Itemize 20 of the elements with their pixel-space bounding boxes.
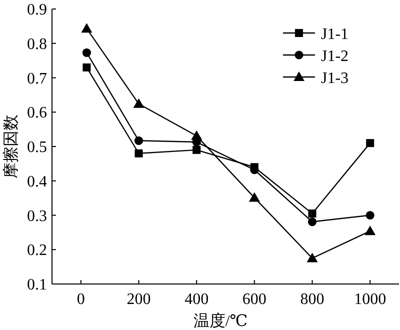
y-tick-label: 0.3 bbox=[27, 208, 47, 225]
x-tick-label: 800 bbox=[300, 291, 324, 308]
y-tick-label: 0.9 bbox=[27, 2, 47, 18]
y-tick-label: 0.2 bbox=[27, 242, 47, 260]
x-tick-label: 0 bbox=[76, 291, 85, 308]
x-tick-label: 600 bbox=[242, 291, 266, 308]
legend-label: J1-3 bbox=[321, 70, 349, 87]
y-tick-label: 0.6 bbox=[27, 104, 47, 122]
y-tick-label: 0.7 bbox=[27, 70, 47, 88]
x-tick-label: 1000 bbox=[354, 291, 386, 308]
x-axis-title: 温度/℃ bbox=[193, 312, 248, 330]
legend-label: J1-1 bbox=[321, 26, 349, 43]
x-tick-label: 400 bbox=[184, 291, 209, 308]
y-tick-label: 0.1 bbox=[27, 276, 47, 294]
legend-label: J1-2 bbox=[321, 48, 349, 65]
x-tick-label: 200 bbox=[126, 291, 151, 308]
y-axis-title: 摩擦因数 bbox=[2, 114, 20, 178]
y-tick-label: 0.8 bbox=[27, 36, 47, 53]
y-tick-label: 0.4 bbox=[27, 173, 47, 190]
y-tick-label: 0.5 bbox=[27, 139, 47, 156]
